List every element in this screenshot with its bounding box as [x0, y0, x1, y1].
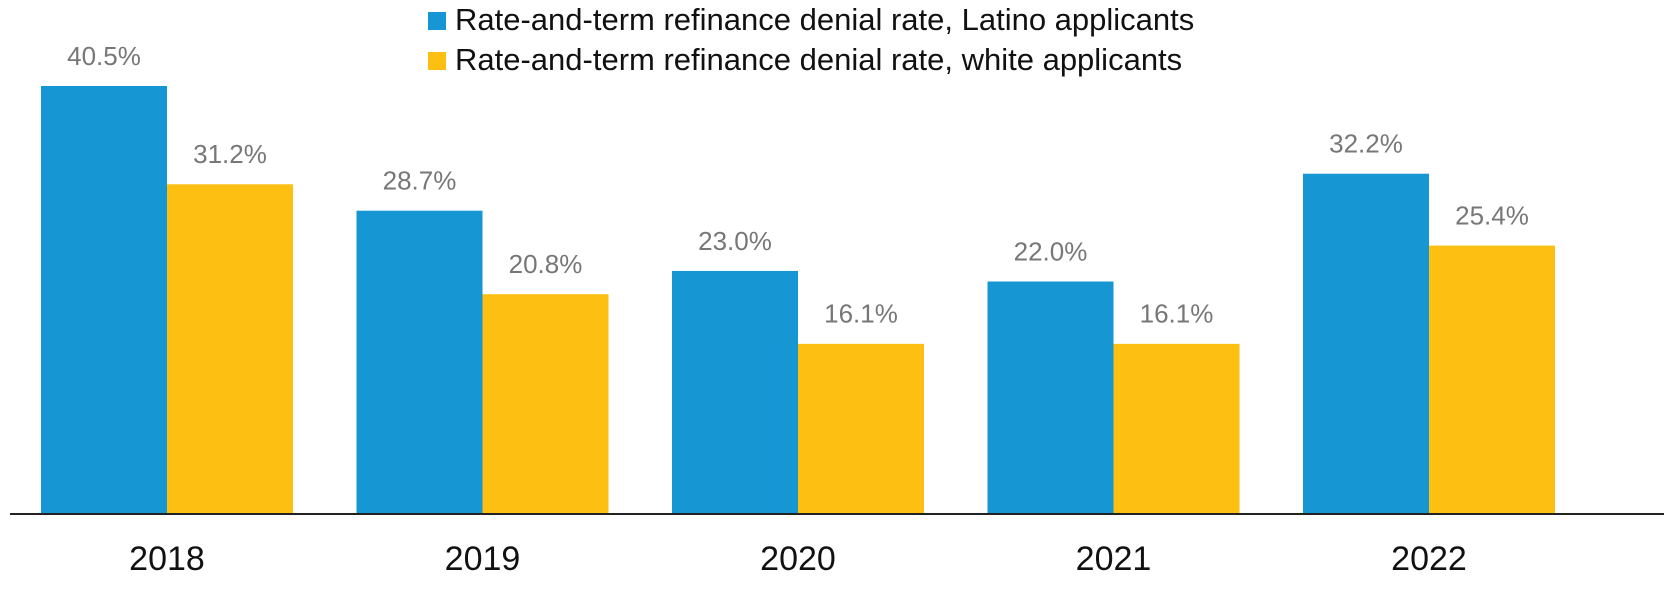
data-label: 22.0%	[1014, 236, 1088, 266]
data-label: 25.4%	[1455, 200, 1529, 230]
bar	[41, 86, 167, 514]
bar	[1303, 173, 1429, 515]
bar	[1113, 343, 1240, 514]
x-tick-label: 2020	[760, 540, 836, 578]
data-label: 32.2%	[1329, 129, 1403, 159]
data-label: 28.7%	[383, 166, 457, 196]
data-label: 23.0%	[698, 226, 772, 256]
data-label: 40.5%	[67, 41, 141, 71]
legend-label: Rate-and-term refinance denial rate, Lat…	[455, 2, 1194, 37]
bar	[482, 294, 609, 514]
x-tick-label: 2021	[1076, 540, 1152, 578]
data-label: 16.1%	[824, 299, 898, 329]
data-label: 20.8%	[509, 249, 583, 279]
x-tick-label: 2022	[1391, 540, 1467, 578]
bar	[987, 281, 1114, 514]
bar	[1429, 245, 1555, 514]
bar	[672, 270, 798, 514]
data-label: 31.2%	[193, 139, 267, 169]
x-tick-label: 2019	[445, 540, 521, 578]
bar	[167, 184, 293, 514]
bar	[356, 210, 483, 514]
legend-swatch	[428, 12, 446, 30]
legend-label: Rate-and-term refinance denial rate, whi…	[455, 42, 1182, 77]
legend-swatch	[428, 52, 446, 70]
bar	[798, 343, 924, 514]
data-label: 16.1%	[1140, 299, 1214, 329]
x-tick-label: 2018	[129, 540, 205, 578]
